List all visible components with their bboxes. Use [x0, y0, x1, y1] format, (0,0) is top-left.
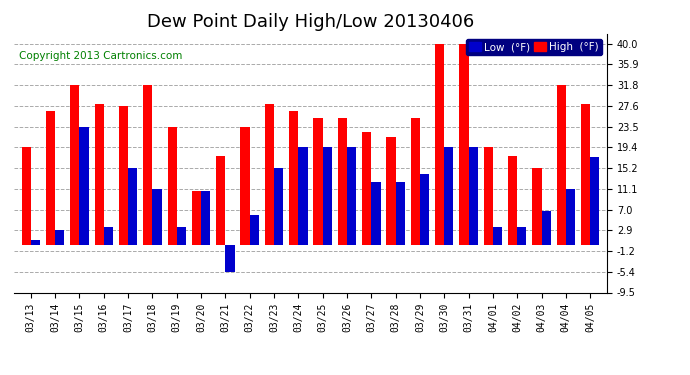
- Bar: [557, 85, 566, 245]
- Bar: [590, 157, 600, 245]
- Bar: [337, 118, 347, 245]
- Bar: [240, 127, 250, 245]
- Bar: [542, 211, 551, 245]
- Bar: [298, 147, 308, 245]
- Bar: [313, 118, 323, 245]
- Bar: [289, 111, 298, 245]
- Bar: [493, 227, 502, 245]
- Bar: [31, 240, 40, 245]
- Title: Dew Point Daily High/Low 20130406: Dew Point Daily High/Low 20130406: [147, 13, 474, 31]
- Bar: [386, 137, 395, 245]
- Bar: [192, 190, 201, 245]
- Bar: [420, 174, 429, 245]
- Bar: [144, 85, 152, 245]
- Bar: [79, 127, 89, 245]
- Bar: [226, 245, 235, 272]
- Bar: [152, 189, 161, 245]
- Bar: [201, 190, 210, 245]
- Bar: [70, 85, 79, 245]
- Bar: [95, 104, 103, 245]
- Bar: [21, 147, 31, 245]
- Bar: [265, 104, 274, 245]
- Bar: [411, 118, 420, 245]
- Bar: [518, 227, 526, 245]
- Bar: [532, 168, 542, 245]
- Bar: [168, 127, 177, 245]
- Bar: [46, 111, 55, 245]
- Bar: [347, 147, 356, 245]
- Bar: [395, 182, 405, 245]
- Bar: [177, 227, 186, 245]
- Bar: [581, 104, 590, 245]
- Bar: [104, 227, 113, 245]
- Text: Copyright 2013 Cartronics.com: Copyright 2013 Cartronics.com: [19, 51, 182, 62]
- Bar: [128, 168, 137, 245]
- Bar: [484, 147, 493, 245]
- Bar: [508, 156, 518, 245]
- Bar: [460, 44, 469, 245]
- Bar: [250, 214, 259, 245]
- Bar: [444, 147, 453, 245]
- Bar: [119, 106, 128, 245]
- Bar: [323, 147, 332, 245]
- Legend: Low  (°F), High  (°F): Low (°F), High (°F): [466, 39, 602, 55]
- Bar: [216, 156, 226, 245]
- Bar: [362, 132, 371, 245]
- Bar: [55, 230, 64, 245]
- Bar: [371, 182, 381, 245]
- Bar: [566, 189, 575, 245]
- Bar: [469, 147, 477, 245]
- Bar: [274, 168, 284, 245]
- Bar: [435, 44, 444, 245]
